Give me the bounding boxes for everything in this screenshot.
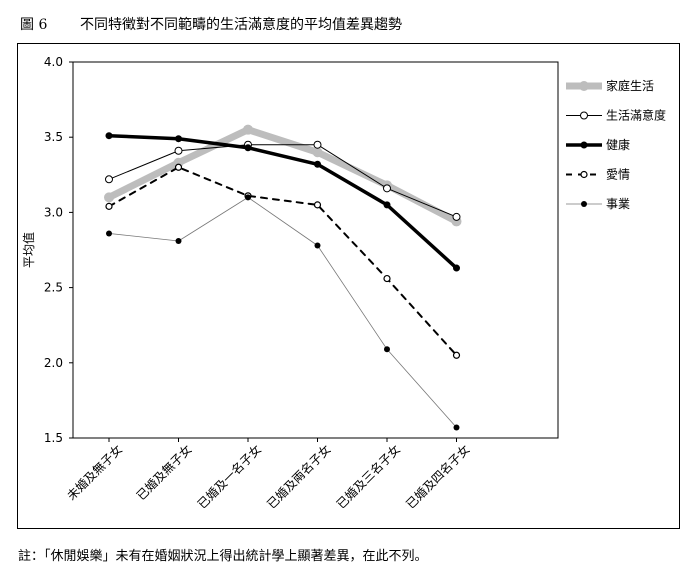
x-category-label: 已婚及四名子女 bbox=[403, 442, 473, 512]
data-point bbox=[243, 124, 253, 135]
series-line bbox=[107, 133, 459, 270]
y-axis-label: 平均值 bbox=[21, 232, 36, 268]
y-tick-label: 3.5 bbox=[44, 130, 63, 144]
data-point bbox=[314, 242, 321, 249]
data-point bbox=[175, 135, 182, 143]
data-point bbox=[106, 230, 112, 237]
figure-number: 圖 6 bbox=[20, 17, 48, 33]
legend-label: 愛情 bbox=[606, 168, 630, 182]
figure-title: 不同特徵對不同範疇的生活滿意度的平均值差異趨勢 bbox=[80, 17, 402, 33]
x-category-label: 已婚及三名子女 bbox=[333, 442, 403, 512]
data-point bbox=[105, 132, 113, 140]
data-point bbox=[452, 212, 461, 221]
chart-frame bbox=[17, 43, 680, 529]
plot-area bbox=[72, 61, 559, 439]
x-category-label: 未婚及無子女 bbox=[64, 442, 126, 504]
series-line bbox=[105, 126, 460, 225]
figure-title-bar: 圖 6 不同特徵對不同範疇的生活滿意度的平均值差異趨勢 bbox=[0, 0, 700, 40]
series-line bbox=[108, 166, 458, 357]
data-point bbox=[453, 424, 460, 431]
data-point bbox=[105, 202, 113, 210]
series-2 bbox=[105, 132, 460, 272]
legend-label: 事業 bbox=[606, 197, 630, 211]
x-category-label: 已婚及一名子女 bbox=[194, 442, 264, 512]
y-tick-label: 2.0 bbox=[44, 356, 63, 370]
series-1 bbox=[105, 140, 461, 221]
y-tick-label: 4.0 bbox=[44, 55, 63, 69]
x-category-label: 已婚及兩名子女 bbox=[264, 442, 334, 512]
legend-item: 事業 bbox=[566, 197, 630, 211]
x-axis-categories: 未婚及無子女 已婚及無子女 已婚及一名子女 已婚及兩名子女 已婚及三名子女 已婚及四名子女 bbox=[64, 438, 473, 512]
legend-marker bbox=[580, 170, 588, 179]
y-tick-label: 1.5 bbox=[44, 431, 63, 445]
data-point bbox=[383, 184, 391, 193]
y-axis-ticks: 1.5 2.0 2.5 3.0 3.5 4.0 bbox=[44, 55, 73, 445]
data-point bbox=[175, 237, 182, 244]
data-point bbox=[313, 201, 322, 209]
data-point bbox=[244, 144, 252, 152]
y-tick-label: 3.0 bbox=[44, 205, 63, 219]
data-point bbox=[245, 194, 251, 201]
series-4 bbox=[106, 194, 460, 431]
legend-label: 家庭生活 bbox=[606, 78, 654, 93]
legend-marker bbox=[579, 81, 589, 91]
data-point bbox=[383, 274, 391, 283]
series-line bbox=[108, 144, 457, 218]
series-line bbox=[108, 196, 457, 428]
x-category-label: 已婚及無子女 bbox=[133, 442, 195, 504]
data-point bbox=[174, 146, 183, 155]
data-point bbox=[174, 163, 183, 171]
legend-item: 家庭生活 bbox=[566, 78, 654, 93]
series-0 bbox=[104, 124, 462, 227]
data-point bbox=[312, 147, 323, 158]
legend-marker bbox=[580, 141, 588, 149]
legend-label: 生活滿意度 bbox=[606, 108, 666, 123]
data-point bbox=[105, 175, 113, 184]
legend-marker bbox=[581, 201, 587, 207]
footnote: 註：「休閒娛樂」未有在婚姻狀況上得出統計學上顯著差異，在此不列。 bbox=[18, 549, 428, 564]
data-point bbox=[313, 140, 322, 149]
legend-marker bbox=[580, 111, 588, 120]
legend-label: 健康 bbox=[606, 137, 630, 152]
data-point bbox=[452, 351, 461, 359]
series-layer bbox=[104, 124, 462, 431]
legend-item: 愛情 bbox=[566, 168, 630, 182]
legend-item: 生活滿意度 bbox=[566, 108, 666, 123]
data-point bbox=[453, 264, 460, 272]
data-point bbox=[314, 160, 321, 168]
data-point bbox=[383, 201, 391, 209]
y-tick-label: 2.5 bbox=[44, 281, 63, 295]
data-point bbox=[384, 346, 390, 353]
legend-item: 健康 bbox=[566, 137, 630, 152]
data-point bbox=[104, 192, 114, 203]
